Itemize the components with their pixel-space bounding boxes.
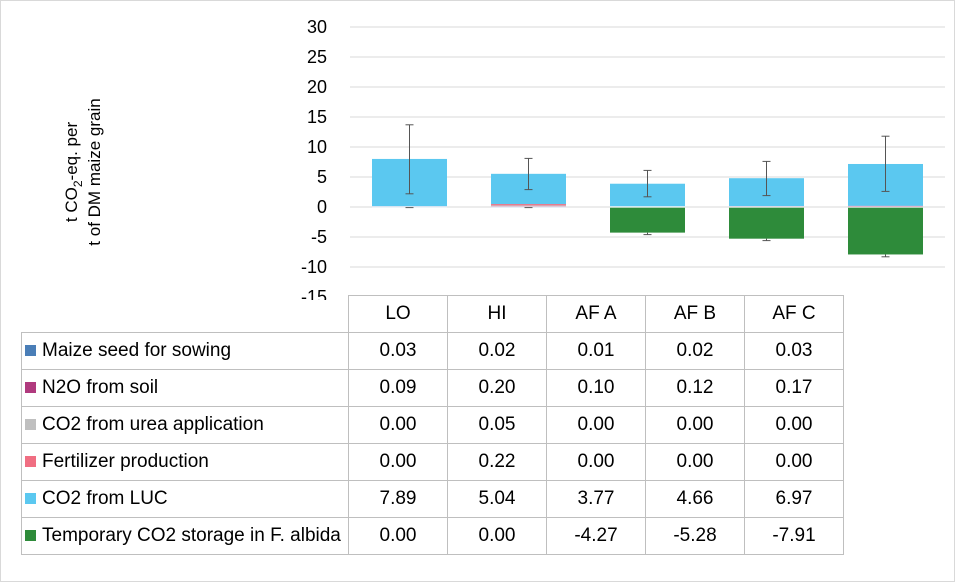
data-table: LO HI AF A AF B AF C Maize seed for sowi… <box>21 295 844 555</box>
series-label: CO2 from LUC <box>42 487 168 509</box>
y-tick-label: -5 <box>311 227 327 247</box>
bar-segment <box>491 205 566 207</box>
table-row: CO2 from urea application 0.00 0.05 0.00 0.0… <box>21 406 844 444</box>
table-cell: 0.00 <box>546 443 646 481</box>
series-legend-cell: CO2 from LUC <box>21 480 349 518</box>
table-cell: 0.01 <box>546 332 646 370</box>
table-cell: 0.00 <box>348 443 448 481</box>
series-label: N2O from soil <box>42 376 159 398</box>
table-row: Fertilizer production 0.00 0.22 0.00 0.00 0.0… <box>21 443 844 481</box>
series-legend-cell: CO2 from urea application <box>21 406 349 444</box>
bar-segment <box>729 207 804 239</box>
table-cell: 7.89 <box>348 480 448 518</box>
gridlines <box>350 26 945 268</box>
legend-swatch <box>25 419 36 431</box>
table-cell: 0.00 <box>645 443 745 481</box>
legend-swatch <box>25 382 36 394</box>
table-cell: 3.77 <box>546 480 646 518</box>
table-cell: 4.66 <box>645 480 745 518</box>
y-axis-label-line2: t of DM maize grain <box>85 98 104 245</box>
series-legend-cell: Temporary CO2 storage in F. albida <box>21 517 349 555</box>
bar-segment <box>491 205 566 207</box>
series-legend-cell: Fertilizer production <box>21 443 349 481</box>
category-header: AF A <box>546 295 646 333</box>
y-tick-label: 5 <box>317 167 327 187</box>
table-cell: 0.10 <box>546 369 646 407</box>
series-legend-cell: N2O from soil <box>21 369 349 407</box>
bar-segment <box>848 207 923 255</box>
series-label: Temporary CO2 storage in F. albida <box>42 524 341 546</box>
table-cell: 0.12 <box>645 369 745 407</box>
table-row: N2O from soil 0.09 0.20 0.10 0.12 0.17 <box>21 369 844 407</box>
table-cell: 0.00 <box>348 406 448 444</box>
category-header: AF B <box>645 295 745 333</box>
table-cell: 0.03 <box>744 332 844 370</box>
legend-swatch <box>25 345 36 357</box>
table-cell: 0.00 <box>348 517 448 555</box>
table-cell: 0.20 <box>447 369 547 407</box>
table-cell: -4.27 <box>546 517 646 555</box>
y-tick-label: 15 <box>307 107 327 127</box>
legend-swatch <box>25 456 36 468</box>
legend-swatch <box>25 493 36 505</box>
table-cell: 5.04 <box>447 480 547 518</box>
bar-segment <box>610 207 685 233</box>
table-cell: 0.03 <box>348 332 448 370</box>
y-tick-label: 20 <box>307 77 327 97</box>
table-corner <box>21 295 349 333</box>
table-row: Maize seed for sowing 0.03 0.02 0.01 0.02 0.0… <box>21 332 844 370</box>
error-bars <box>405 124 890 258</box>
table-cell: 6.97 <box>744 480 844 518</box>
table-row: CO2 from LUC 7.89 5.04 3.77 4.66 6.97 <box>21 480 844 518</box>
series-label: Maize seed for sowing <box>42 339 232 361</box>
y-tick-label: 30 <box>307 17 327 37</box>
series-label: Fertilizer production <box>42 450 209 472</box>
table-row: Temporary CO2 storage in F. albida 0.00 0.… <box>21 517 844 555</box>
table-header-row: LO HI AF A AF B AF C <box>21 295 844 333</box>
table-cell: 0.00 <box>744 406 844 444</box>
table-cell: 0.00 <box>447 517 547 555</box>
y-tick-label: -10 <box>301 257 327 277</box>
series-legend-cell: Maize seed for sowing <box>21 332 349 370</box>
bar-segment <box>848 205 923 207</box>
table-cell: 0.17 <box>744 369 844 407</box>
table-cell: -7.91 <box>744 517 844 555</box>
table-cell: 0.00 <box>645 406 745 444</box>
category-header: HI <box>447 295 547 333</box>
category-header: LO <box>348 295 448 333</box>
table-cell: 0.02 <box>447 332 547 370</box>
table-cell: -5.28 <box>645 517 745 555</box>
table-cell: 0.00 <box>744 443 844 481</box>
table-cell: 0.05 <box>447 406 547 444</box>
bar-segment <box>491 204 566 206</box>
y-tick-label: 0 <box>317 197 327 217</box>
table-cell: 0.09 <box>348 369 448 407</box>
legend-swatch <box>25 530 36 542</box>
y-axis-label-line1: t CO2-eq. per <box>62 122 85 223</box>
table-cell: 0.22 <box>447 443 547 481</box>
category-header: AF C <box>744 295 844 333</box>
series-label: CO2 from urea application <box>42 413 264 435</box>
table-cell: 0.00 <box>546 406 646 444</box>
y-tick-label: 25 <box>307 47 327 67</box>
y-tick-label: 10 <box>307 137 327 157</box>
table-cell: 0.02 <box>645 332 745 370</box>
